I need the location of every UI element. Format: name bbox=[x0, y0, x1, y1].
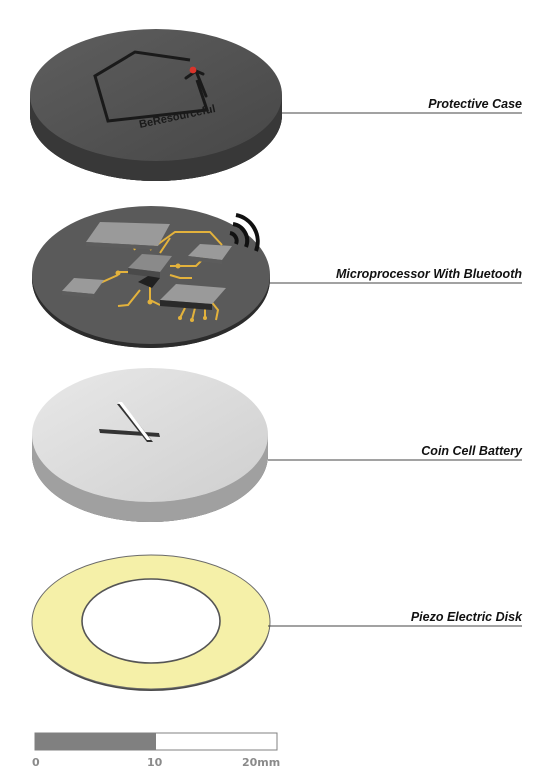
piezo-ring bbox=[32, 555, 270, 689]
scale-bar-outline bbox=[34, 732, 278, 751]
pcb-chip-top bbox=[86, 222, 170, 250]
piezo-center bbox=[81, 578, 221, 664]
case-top bbox=[30, 29, 282, 161]
pcb-chip-right bbox=[188, 244, 232, 264]
pcb-connector bbox=[160, 284, 226, 310]
scale-bar-filled bbox=[35, 733, 156, 750]
microprocessor-board bbox=[32, 206, 270, 348]
pcb-processor bbox=[128, 254, 172, 288]
pcb-chip-left bbox=[62, 278, 104, 298]
coin-cell-battery bbox=[32, 368, 268, 522]
label-coin-cell-battery: Coin Cell Battery bbox=[421, 444, 522, 458]
plus-icon bbox=[99, 402, 160, 442]
scale-tick-20mm: 20mm bbox=[242, 756, 281, 769]
scale-tick-10: 10 bbox=[147, 756, 163, 769]
logo-house-icon bbox=[93, 50, 210, 123]
bluetooth-waves-icon bbox=[229, 213, 260, 252]
label-piezo-electric-disk: Piezo Electric Disk bbox=[410, 610, 522, 624]
scale-tick-0: 0 bbox=[32, 756, 40, 769]
label-protective-case: Protective Case bbox=[428, 97, 522, 111]
protective-case: BeResourceful bbox=[30, 29, 282, 181]
logo-dot bbox=[189, 66, 197, 74]
callout-lines bbox=[268, 112, 522, 627]
scale-bar-empty bbox=[156, 733, 277, 750]
scale-bar bbox=[34, 732, 278, 751]
label-microprocessor: Microprocessor With Bluetooth bbox=[335, 267, 522, 281]
piezo-electric-disk bbox=[31, 554, 271, 691]
